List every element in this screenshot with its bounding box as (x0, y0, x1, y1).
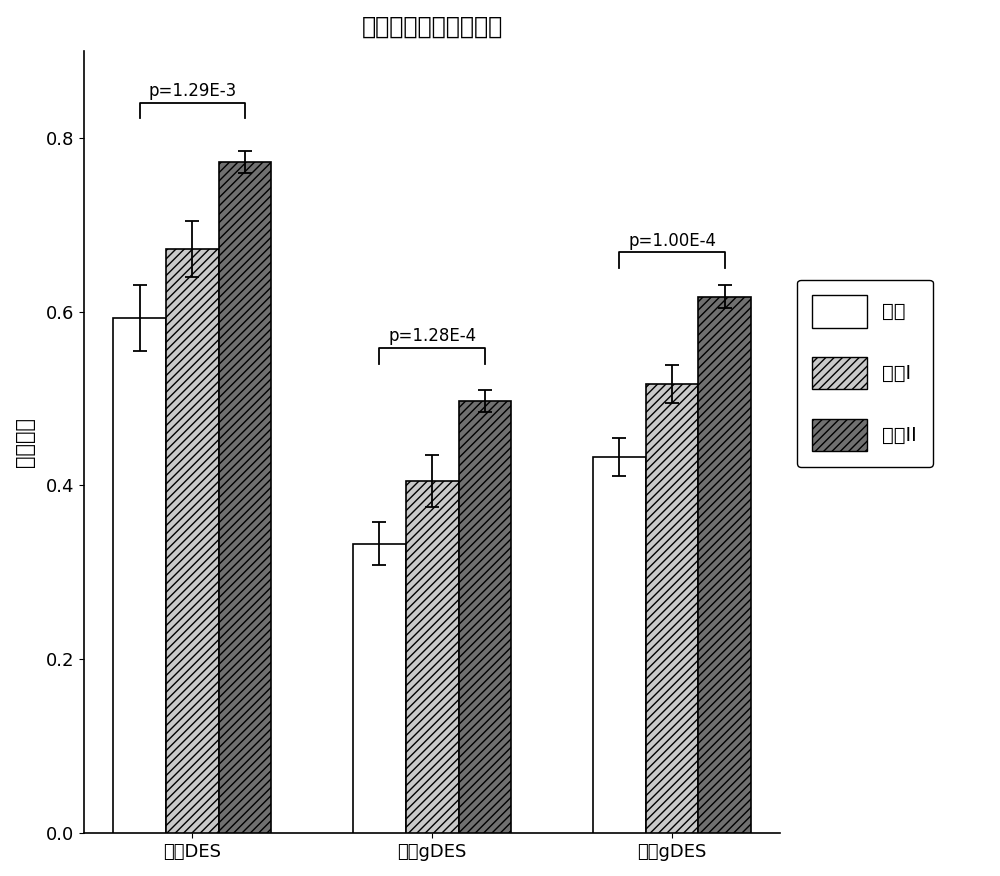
Y-axis label: 幅度波动: 幅度波动 (15, 417, 35, 467)
Bar (353, 544, 406, 833)
Text: p=1.29E-3: p=1.29E-3 (148, 82, 236, 100)
Bar (593, 456, 646, 833)
Bar (113, 318, 166, 833)
Bar (459, 401, 511, 833)
Bar (166, 249, 219, 833)
Text: p=1.00E-4: p=1.00E-4 (628, 232, 716, 250)
Text: p=1.28E-4: p=1.28E-4 (388, 328, 476, 345)
Bar (219, 162, 271, 833)
Legend: 清醒, 睡眠I, 睡眠II: 清醒, 睡眠I, 睡眠II (797, 279, 933, 467)
Title: 睡眠脑电的等状态分布: 睡眠脑电的等状态分布 (362, 15, 503, 39)
Bar (646, 384, 698, 833)
Bar (698, 297, 751, 833)
Bar (406, 481, 459, 833)
